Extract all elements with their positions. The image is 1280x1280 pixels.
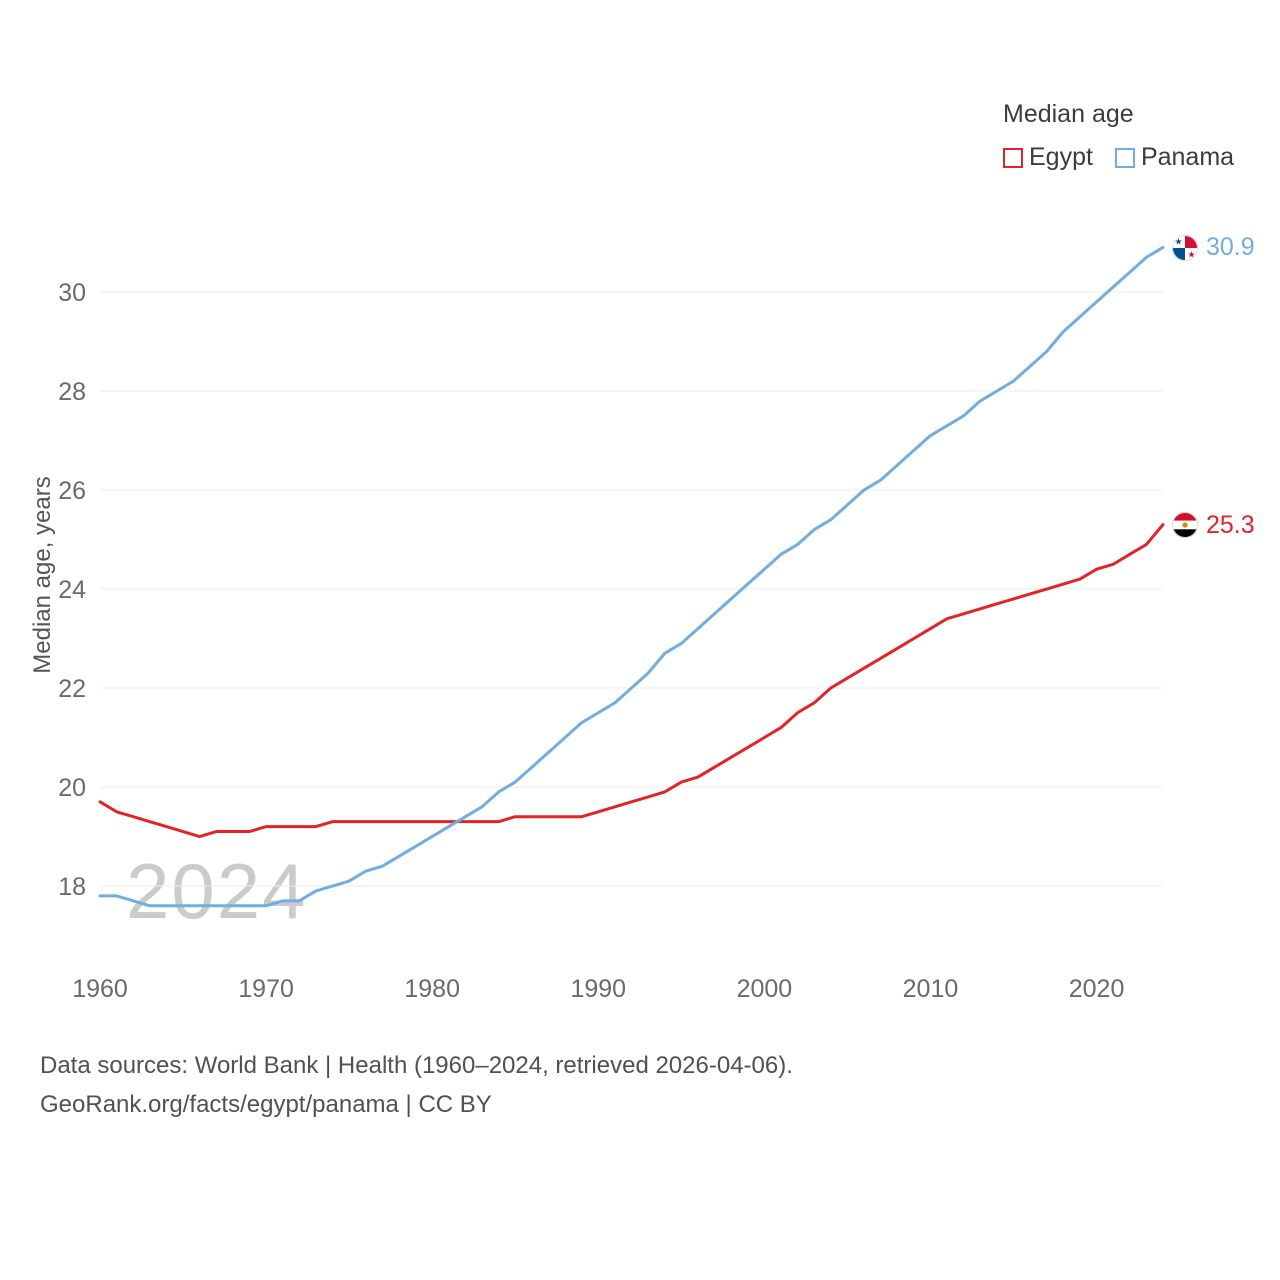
panama-flag-icon: ★ ★ — [1172, 234, 1198, 261]
panama-end-label: ★ ★ 30.9 — [1172, 233, 1255, 262]
legend-label-egypt: Egypt — [1029, 143, 1093, 171]
y-tick-label: 28 — [58, 378, 86, 406]
y-tick-label: 22 — [58, 675, 86, 703]
x-tick-label: 1960 — [72, 975, 128, 1003]
panama-end-value: 30.9 — [1206, 233, 1255, 262]
legend-label-panama: Panama — [1140, 143, 1235, 171]
egypt-flag-icon — [1172, 512, 1198, 539]
attribution: Data sources: World Bank | Health (1960–… — [40, 1046, 793, 1124]
egypt-line — [98, 523, 1165, 838]
svg-text:★: ★ — [1187, 249, 1195, 259]
egypt-end-label: 25.3 — [1172, 511, 1255, 540]
egypt-swatch-icon — [1003, 147, 1023, 168]
median-age-chart: 18 20 22 24 26 28 30 1960 1970 1980 1990 2000 2010 20… — [58, 245, 1165, 1003]
x-tick-label: 2020 — [1069, 975, 1125, 1003]
georank-link-line: GeoRank.org/facts/egypt/panama | CC BY — [40, 1091, 492, 1118]
y-tick-label: 30 — [58, 279, 86, 307]
legend-title: Median age — [1003, 100, 1134, 128]
y-tick-label: 20 — [58, 774, 86, 802]
panama-swatch-icon — [1114, 147, 1135, 168]
y-tick-label: 24 — [58, 576, 86, 604]
y-axis-title: Median age, years — [29, 476, 56, 674]
x-tick-label: 2010 — [903, 975, 959, 1003]
legend-item-egypt[interactable]: Egypt — [1003, 143, 1093, 172]
x-tick-label: 1980 — [404, 975, 460, 1003]
y-tick-label: 18 — [58, 873, 86, 901]
egypt-end-value: 25.3 — [1206, 510, 1255, 539]
year-watermark: 2024 — [126, 847, 308, 935]
x-tick-label: 1990 — [570, 975, 626, 1003]
data-sources-line: Data sources: World Bank | Health (1960–… — [40, 1052, 793, 1079]
panama-line — [98, 245, 1165, 908]
x-tick-label: 2000 — [737, 975, 793, 1003]
legend: Median age Egypt Panama — [1003, 100, 1234, 172]
legend-item-panama[interactable]: Panama — [1114, 143, 1235, 172]
y-tick-label: 26 — [58, 477, 86, 505]
legend-items: Egypt Panama — [1003, 143, 1234, 172]
x-tick-label: 1970 — [238, 975, 294, 1003]
svg-text:★: ★ — [1174, 236, 1182, 246]
